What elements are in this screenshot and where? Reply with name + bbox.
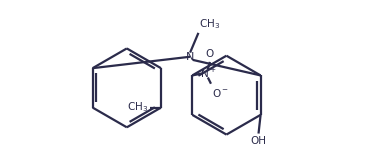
Text: CH$_3$: CH$_3$ [128,101,149,115]
Text: O$^-$: O$^-$ [212,87,229,99]
Text: N: N [186,52,194,62]
Text: CH$_3$: CH$_3$ [199,17,221,31]
Text: O: O [206,49,214,59]
Text: N$^+$: N$^+$ [200,67,216,80]
Text: OH: OH [251,136,267,146]
